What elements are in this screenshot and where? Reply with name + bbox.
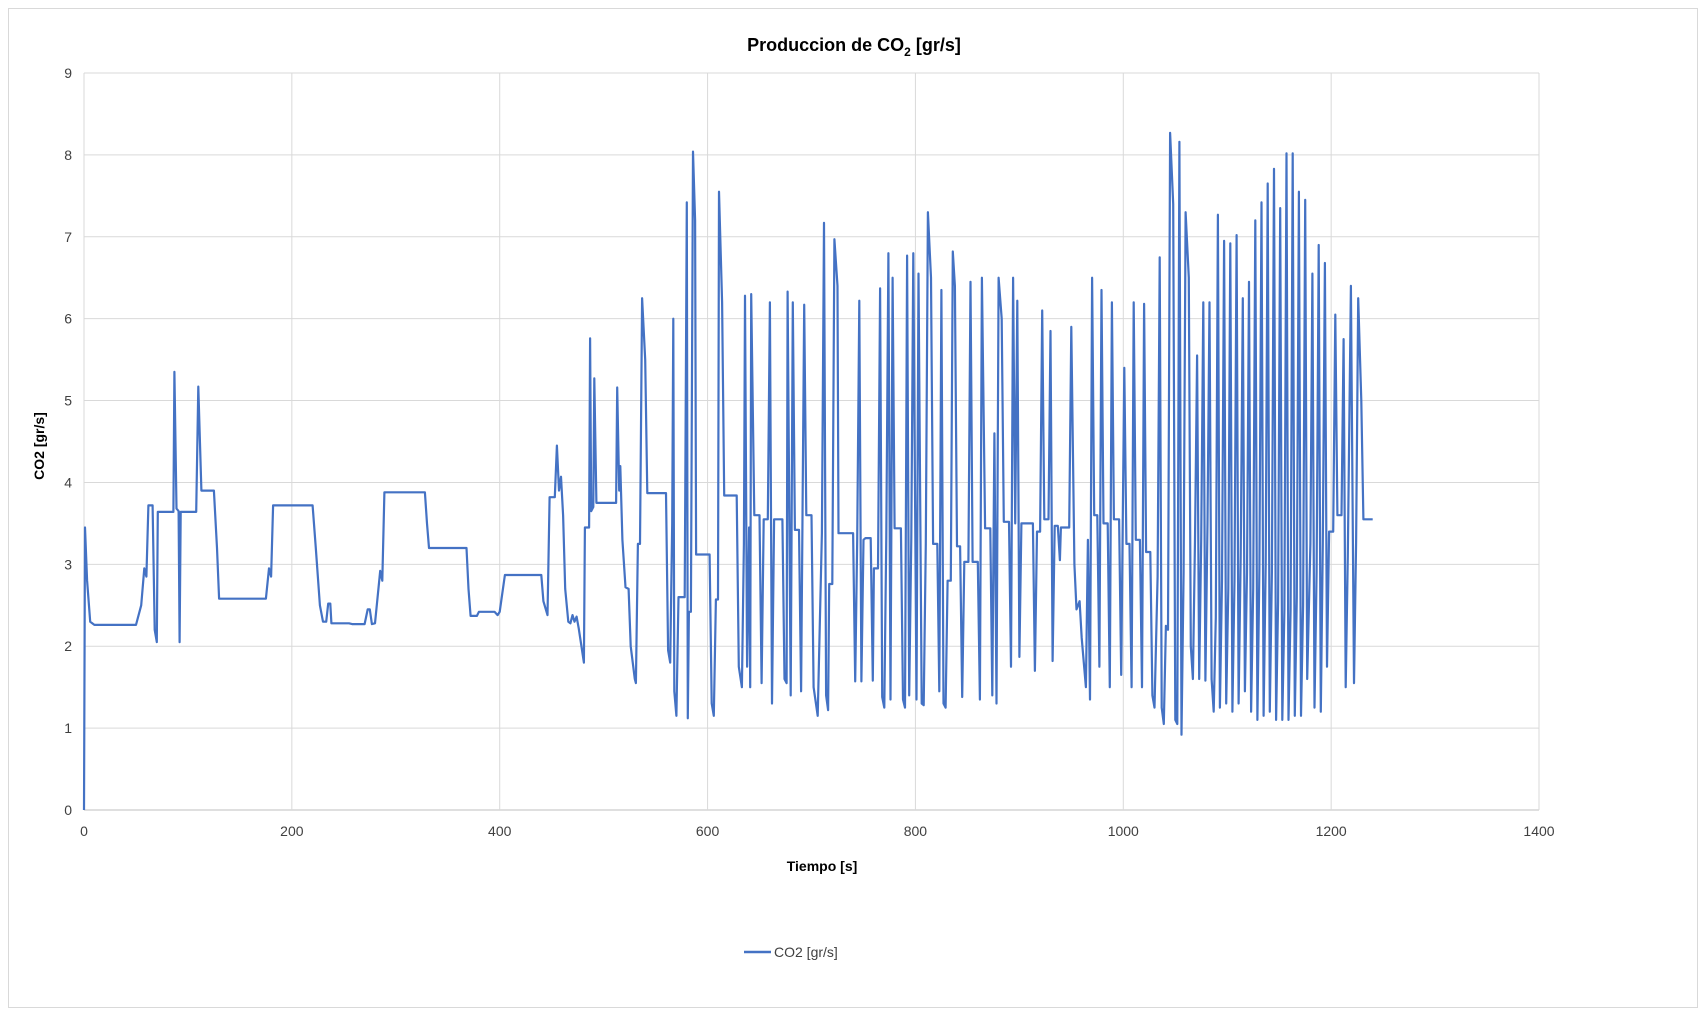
chart-title-main: Produccion de CO [747, 35, 904, 55]
chart-title-subscript: 2 [904, 45, 911, 59]
y-tick-label: 3 [64, 556, 72, 572]
legend-label: CO2 [gr/s] [774, 944, 838, 960]
x-tick-label: 1000 [1108, 823, 1139, 839]
chart-frame: Produccion de CO2 [gr/s] 0 1 2 3 4 5 6 7 8 9 0 200 4… [8, 8, 1698, 1008]
x-tick-label: 1200 [1316, 823, 1347, 839]
y-tick-label: 6 [64, 311, 72, 327]
x-axis-title: Tiempo [s] [787, 858, 858, 874]
legend: CO2 [gr/s] [744, 944, 838, 960]
chart-title: Produccion de CO2 [gr/s] [747, 35, 961, 59]
x-tick-label: 600 [696, 823, 720, 839]
y-tick-label: 5 [64, 393, 72, 409]
x-tick-label: 800 [904, 823, 928, 839]
y-tick-label: 9 [64, 65, 72, 81]
y-tick-label: 2 [64, 638, 72, 654]
y-tick-label: 1 [64, 720, 72, 736]
x-tick-label: 200 [280, 823, 304, 839]
y-axis-title: CO2 [gr/s] [31, 412, 47, 480]
series-layer [82, 131, 1373, 811]
y-tick-label: 7 [64, 229, 72, 245]
x-tick-label: 400 [488, 823, 512, 839]
chart-title-suffix: [gr/s] [911, 35, 961, 55]
axis-layer: 0 1 2 3 4 5 6 7 8 9 0 200 400 600 800 1000 1200 1400 [64, 65, 1555, 839]
y-tick-label: 0 [64, 802, 72, 818]
y-tick-label: 8 [64, 147, 72, 163]
x-tick-label: 0 [80, 823, 88, 839]
x-tick-label: 1400 [1523, 823, 1554, 839]
series-line-co2 [82, 131, 1373, 811]
y-tick-label: 4 [64, 474, 72, 490]
